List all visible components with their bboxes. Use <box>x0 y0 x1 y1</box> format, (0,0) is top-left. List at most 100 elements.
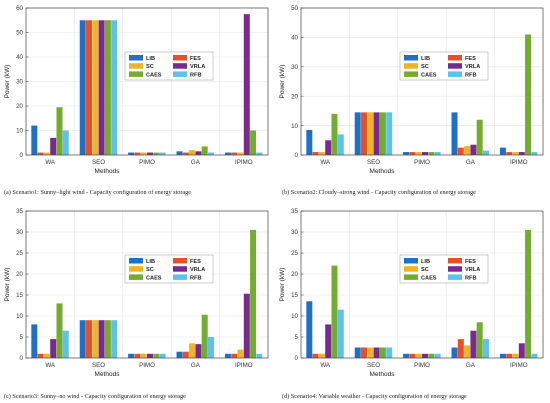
legend-swatch-rfb <box>448 71 462 77</box>
caption-d: (d) Scenario4: Variable weather - Capaci… <box>282 393 467 400</box>
y-tick-label: 0 <box>295 152 299 159</box>
bar-lib-pimo <box>128 353 135 358</box>
legend-label-vrla: VRLA <box>465 267 480 273</box>
y-tick-label: 25 <box>16 250 23 257</box>
y-tick-label: 0 <box>295 355 299 362</box>
bar-lib-ga <box>451 112 458 155</box>
bar-fes-ipimo <box>231 353 238 358</box>
y-tick-label: 20 <box>16 103 23 110</box>
legend-swatch-lib <box>129 258 143 264</box>
axis-frame <box>300 210 544 359</box>
legend-swatch-fes <box>173 55 187 61</box>
y-tick-label: 10 <box>16 313 23 320</box>
bar-fes-seo <box>361 112 368 155</box>
x-axis-label: Methods <box>95 168 121 175</box>
x-tick-label: IPIMO <box>235 362 253 369</box>
bar-fes-wa <box>312 152 319 155</box>
bar-rfb-ipimo <box>531 353 538 358</box>
bar-caes-ga <box>201 146 208 155</box>
y-tick-label: 5 <box>295 334 299 341</box>
legend-swatch-caes <box>404 274 418 280</box>
bar-sc-ipimo <box>237 349 244 358</box>
x-tick-label: IPIMO <box>510 362 528 369</box>
bar-caes-wa <box>56 107 63 155</box>
bar-lib-ipimo <box>499 353 506 358</box>
bar-sc-ga <box>464 146 471 155</box>
legend-label-lib: LIB <box>421 56 430 62</box>
legend: LIB FES SC VRLA CAES RFB <box>399 51 489 81</box>
bar-vrla-ga <box>470 330 477 358</box>
y-tick-label: 15 <box>291 292 298 299</box>
bar-rfb-seo <box>111 320 118 358</box>
x-axis-label: Methods <box>370 371 396 378</box>
y-tick-label: 15 <box>16 292 23 299</box>
y-tick-label: 25 <box>291 250 298 257</box>
bar-caes-ipimo <box>525 34 532 155</box>
bar-caes-seo <box>379 112 386 155</box>
bar-vrla-wa <box>325 140 332 155</box>
legend-swatch-fes <box>448 55 462 61</box>
bar-vrla-ipimo <box>518 343 525 358</box>
legend-label-lib: LIB <box>146 56 155 62</box>
legend-label-sc: SC <box>146 64 154 70</box>
legend-swatch-rfb <box>448 274 462 280</box>
bar-fes-ga <box>182 351 189 358</box>
bar-lib-ga <box>176 151 183 155</box>
bar-rfb-ipimo <box>256 353 263 358</box>
bar-caes-wa <box>331 113 338 155</box>
bar-vrla-wa <box>50 339 57 358</box>
axis-frame <box>25 7 269 156</box>
bar-vrla-pimo <box>147 152 153 155</box>
legend-swatch-lib <box>404 258 418 264</box>
x-tick-label: PIMO <box>414 362 430 369</box>
bar-rfb-seo <box>386 112 393 155</box>
bar-caes-wa <box>56 303 63 358</box>
bar-sc-pimo <box>415 353 422 358</box>
bar-sc-seo <box>367 112 374 155</box>
legend: LIB FES SC VRLA CAES RFB <box>399 254 489 284</box>
x-tick-label: PIMO <box>414 159 430 166</box>
caption-c: (c) Scenario3: Sunny–no wind - Capacity … <box>4 393 186 400</box>
bar-fes-pimo <box>409 152 416 155</box>
bar-caes-ga <box>476 119 483 155</box>
bar-rfb-wa <box>62 130 69 155</box>
bar-caes-seo <box>104 20 111 155</box>
bar-rfb-wa <box>337 134 344 155</box>
bar-fes-wa <box>37 353 44 358</box>
legend-label-rfb: RFB <box>465 275 477 281</box>
y-tick-label: 10 <box>291 123 298 130</box>
x-tick-label: WA <box>320 159 331 166</box>
x-tick-label: GA <box>466 159 476 166</box>
x-tick-label: WA <box>45 362 56 369</box>
bar-lib-pimo <box>403 353 410 358</box>
bar-lib-pimo <box>128 152 135 155</box>
x-tick-label: PIMO <box>139 159 155 166</box>
y-tick-label: 30 <box>291 229 298 236</box>
bar-sc-ipimo <box>512 353 519 358</box>
bar-sc-ipimo <box>512 152 519 155</box>
bar-rfb-pimo <box>434 152 441 155</box>
bar-sc-ga <box>464 345 471 358</box>
bar-rfb-ipimo <box>256 152 263 155</box>
legend-swatch-rfb <box>173 274 187 280</box>
bar-rfb-ga <box>207 152 214 155</box>
x-tick-label: SEO <box>367 159 380 166</box>
bar-chart-d: 0 5 10 15 20 25 30 35 WA SEO PIMO GA IPIMO Methods Pow… <box>279 208 544 378</box>
bar-chart-b: 0 10 20 30 40 50 WA SEO PIMO GA IPIMO Methods Power … <box>279 5 544 175</box>
x-tick-label: WA <box>320 362 331 369</box>
bar-fes-ipimo <box>231 152 238 155</box>
bar-vrla-pimo <box>147 353 153 358</box>
y-axis-label: Power (kW) <box>4 65 11 99</box>
x-tick-label: SEO <box>367 362 380 369</box>
caption-b: (b) Scenario2: Cloudy–strong wind - Capa… <box>282 189 476 196</box>
y-axis-label: Power (kW) <box>279 65 286 99</box>
bar-vrla-seo <box>373 347 380 358</box>
legend-swatch-sc <box>129 266 143 272</box>
plot-area <box>301 8 543 155</box>
bar-sc-wa <box>43 353 50 358</box>
bar-chart-c: 0 5 10 15 20 25 30 35 WA SEO PIMO GA IPIMO Methods Pow… <box>4 208 269 378</box>
legend-swatch-caes <box>129 71 143 77</box>
bar-caes-ipimo <box>250 130 257 155</box>
bar-caes-seo <box>104 320 111 358</box>
x-tick-label: IPIMO <box>235 159 253 166</box>
